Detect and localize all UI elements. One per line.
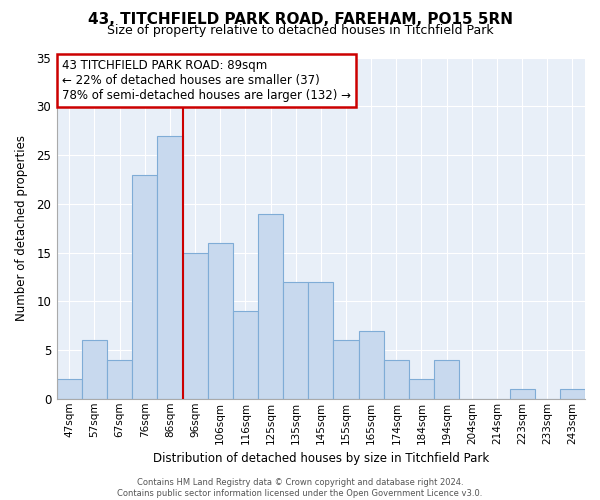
Bar xyxy=(57,380,82,399)
Bar xyxy=(334,340,359,399)
Y-axis label: Number of detached properties: Number of detached properties xyxy=(15,135,28,321)
Bar xyxy=(283,282,308,399)
Bar xyxy=(509,389,535,399)
Text: Size of property relative to detached houses in Titchfield Park: Size of property relative to detached ho… xyxy=(107,24,493,37)
Bar xyxy=(434,360,459,399)
Bar xyxy=(182,252,208,399)
Bar xyxy=(208,243,233,399)
Bar xyxy=(384,360,409,399)
X-axis label: Distribution of detached houses by size in Titchfield Park: Distribution of detached houses by size … xyxy=(153,452,489,465)
Text: 43, TITCHFIELD PARK ROAD, FAREHAM, PO15 5RN: 43, TITCHFIELD PARK ROAD, FAREHAM, PO15 … xyxy=(88,12,512,28)
Bar xyxy=(560,389,585,399)
Bar xyxy=(132,174,157,399)
Bar xyxy=(308,282,334,399)
Bar xyxy=(107,360,132,399)
Text: 43 TITCHFIELD PARK ROAD: 89sqm
← 22% of detached houses are smaller (37)
78% of : 43 TITCHFIELD PARK ROAD: 89sqm ← 22% of … xyxy=(62,59,351,102)
Bar xyxy=(409,380,434,399)
Text: Contains HM Land Registry data © Crown copyright and database right 2024.
Contai: Contains HM Land Registry data © Crown c… xyxy=(118,478,482,498)
Bar xyxy=(233,311,258,399)
Bar xyxy=(82,340,107,399)
Bar xyxy=(157,136,182,399)
Bar xyxy=(359,330,384,399)
Bar xyxy=(258,214,283,399)
